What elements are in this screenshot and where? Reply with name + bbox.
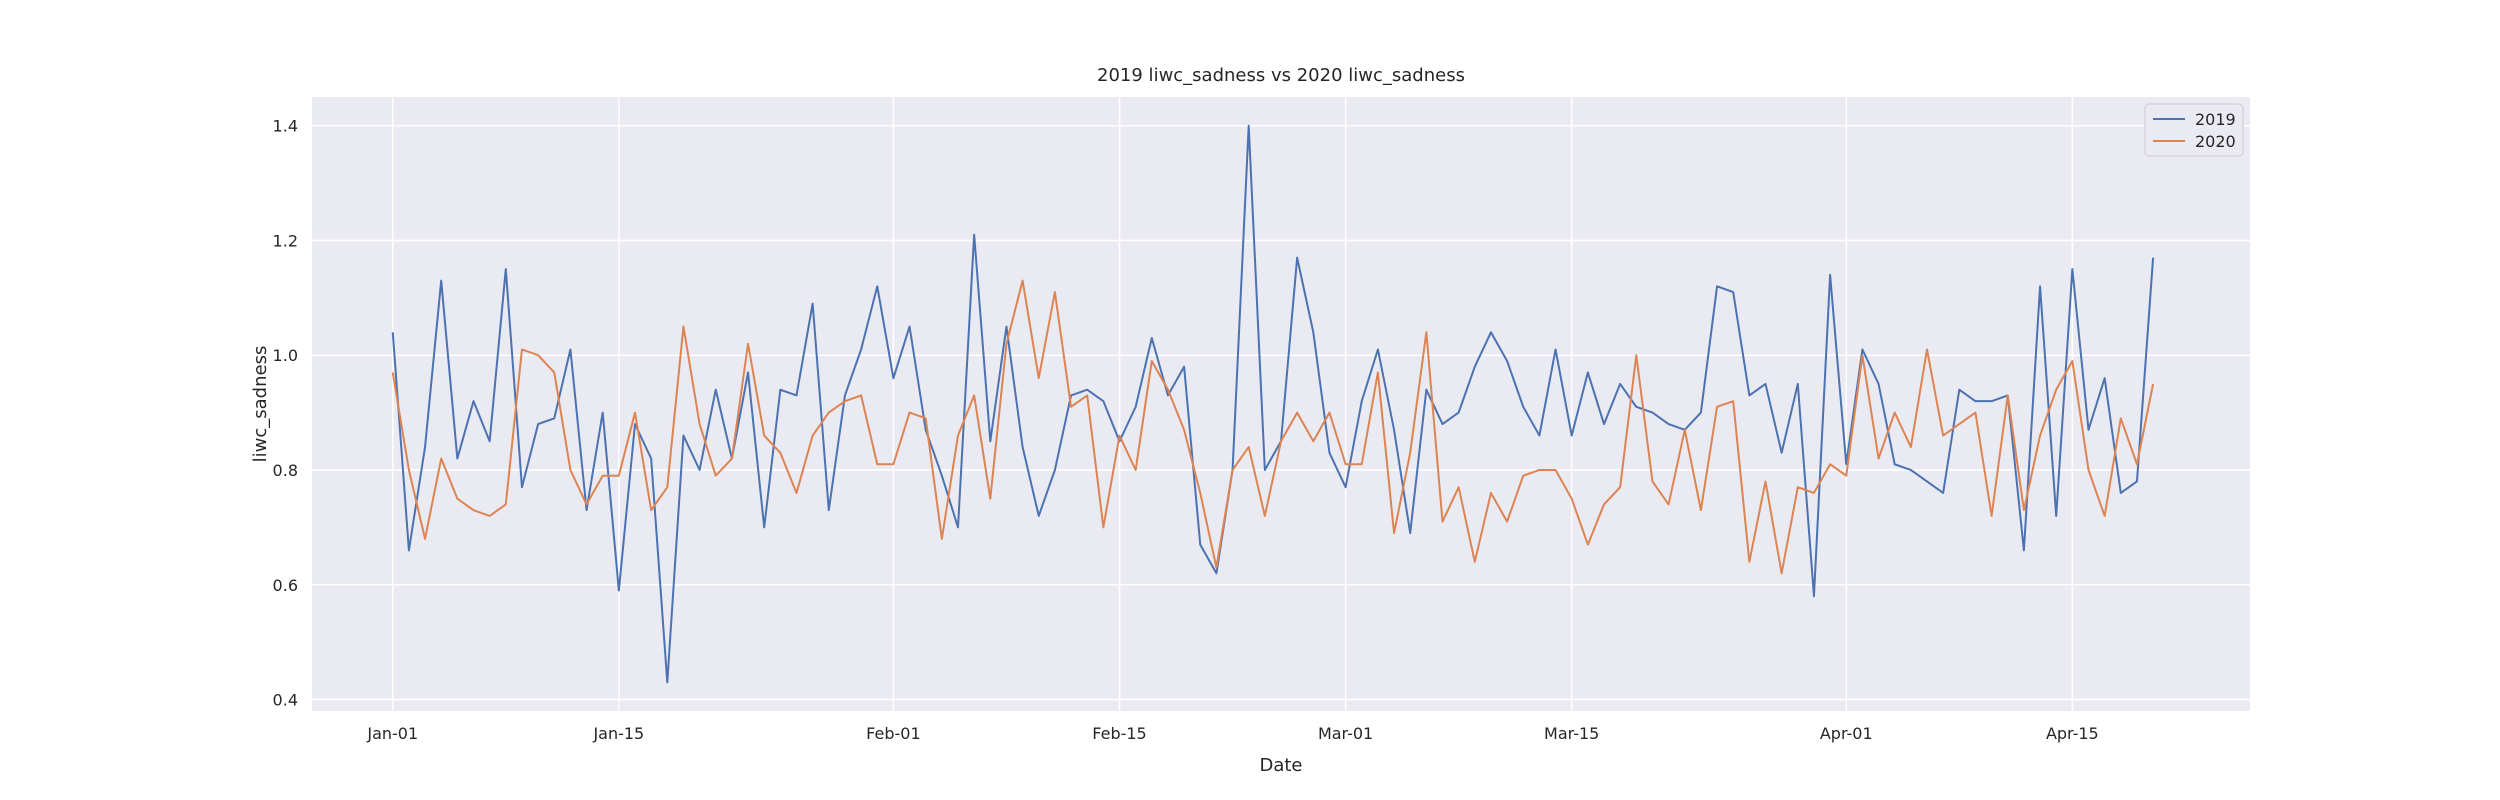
y-tick-label: 0.8 — [273, 461, 298, 480]
plot-area — [312, 97, 2250, 711]
x-tick-label: Jan-01 — [366, 724, 418, 743]
x-tick-label: Mar-01 — [1318, 724, 1373, 743]
x-tick-label: Feb-15 — [1092, 724, 1146, 743]
x-tick-label: Feb-01 — [866, 724, 920, 743]
y-tick-label: 1.0 — [273, 346, 298, 365]
y-tick-label: 0.6 — [273, 576, 298, 595]
x-tick-label: Apr-15 — [2046, 724, 2099, 743]
x-tick-label: Apr-01 — [1820, 724, 1873, 743]
y-tick-label: 1.2 — [273, 231, 298, 250]
legend-box — [2144, 103, 2244, 157]
y-tick-label: 0.4 — [273, 691, 298, 710]
grid — [312, 97, 2250, 711]
legend: 2019 2020 — [2144, 103, 2244, 157]
series-lines — [391, 124, 2155, 684]
y-tick-label: 1.4 — [273, 117, 298, 136]
legend-label-2020: 2020 — [2195, 132, 2236, 151]
x-tick-label: Mar-15 — [1544, 724, 1599, 743]
tick-labels: Jan-01 Jan-15 Feb-01 Feb-15 Mar-01 Mar-15 Apr-… — [273, 117, 2099, 743]
series-line-2020 — [391, 279, 2155, 575]
x-tick-label: Jan-15 — [592, 724, 644, 743]
chart-title: 2019 liwc_sadness vs 2020 liwc_sadness — [1097, 65, 1465, 86]
y-axis-label: liwc_sadness — [250, 346, 271, 463]
x-axis-label: Date — [1259, 755, 1302, 776]
legend-label-2019: 2019 — [2195, 110, 2236, 129]
